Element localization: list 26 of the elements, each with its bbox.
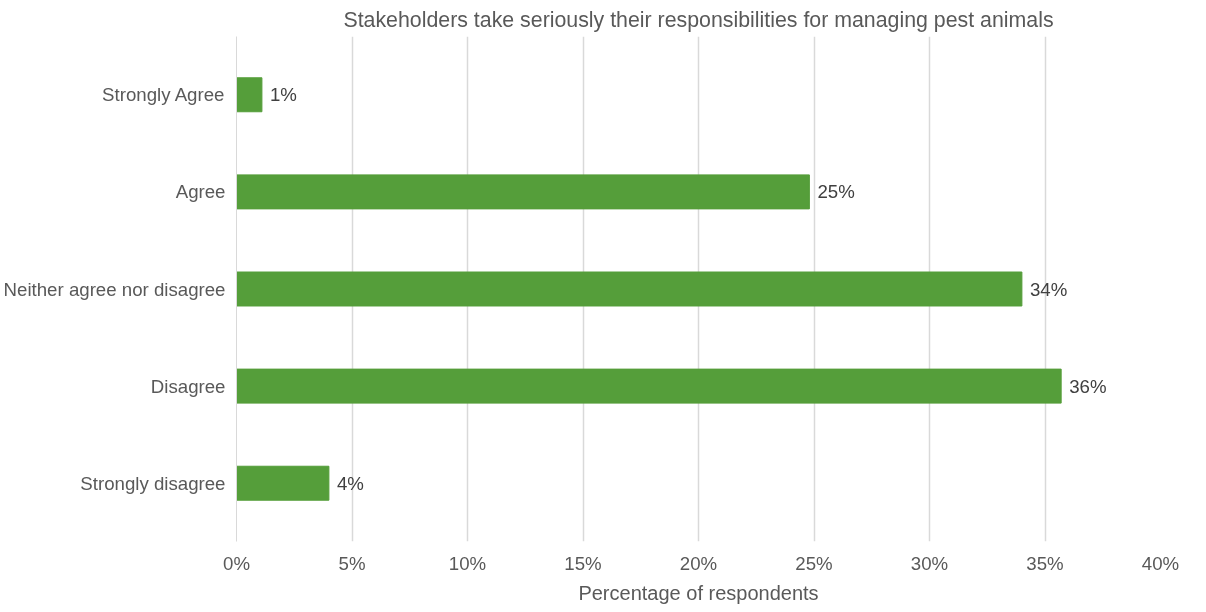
x-tick-label: 0% — [223, 552, 250, 574]
bar — [236, 77, 263, 113]
x-tick-label: 10% — [448, 552, 487, 574]
bar — [236, 465, 330, 501]
bar — [236, 271, 1023, 307]
data-label: 4% — [336, 472, 364, 494]
data-label: 36% — [1069, 375, 1107, 397]
y-tick-label: Strongly Agree — [102, 84, 225, 106]
x-tick-label: 25% — [795, 552, 833, 574]
data-label: 1% — [269, 84, 297, 106]
x-tick-label: 5% — [338, 552, 366, 574]
data-label: 34% — [1029, 278, 1068, 300]
data-label: 25% — [817, 181, 855, 203]
bar — [236, 368, 1062, 404]
x-tick-label: 40% — [1141, 552, 1180, 574]
x-tick-label: 35% — [1026, 552, 1064, 574]
y-tick-label: Agree — [175, 181, 226, 203]
chart-title: Stakeholders take seriously their responsibilities for managing pest animals — [343, 7, 1054, 32]
y-tick-label: Strongly disagree — [80, 472, 226, 494]
bar — [236, 174, 810, 210]
x-tick-label: 30% — [910, 552, 949, 574]
y-tick-label: Disagree — [150, 375, 226, 397]
y-tick-label: Neither agree nor disagree — [3, 278, 226, 300]
x-tick-label: 15% — [564, 552, 602, 574]
x-axis-title: Percentage of respondents — [578, 581, 819, 604]
x-tick-label: 20% — [679, 552, 718, 574]
